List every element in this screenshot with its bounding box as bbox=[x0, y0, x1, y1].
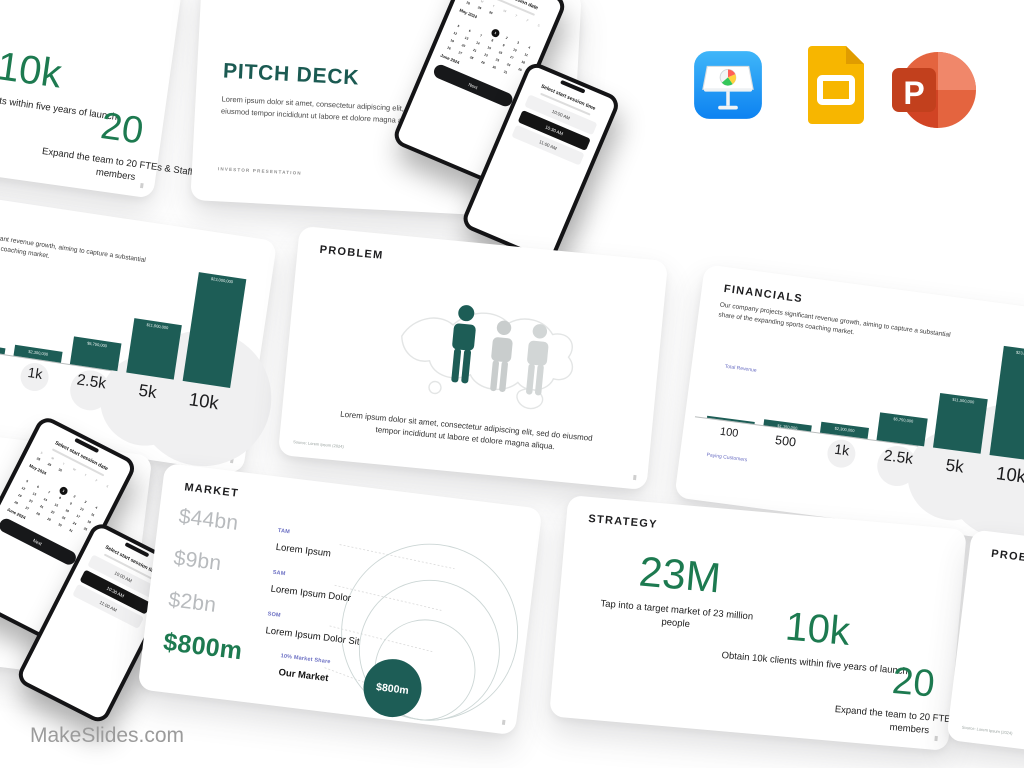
bar-value-label: $5,750,000 bbox=[86, 340, 108, 349]
revenue-bar-100 bbox=[706, 415, 755, 425]
source-note: Source: Lorem Ipsum (2024) bbox=[292, 439, 345, 450]
revenue-bar-500: $1,150,000 bbox=[0, 341, 6, 355]
cover-title: PITCH DECK bbox=[222, 59, 360, 90]
slide-financials[interactable]: FINANCIALS Our company projects signific… bbox=[674, 264, 1024, 549]
bar-value-label: $2,300,000 bbox=[834, 425, 855, 434]
slide-strategy[interactable]: STRATEGY 23M Tap into a target market of… bbox=[549, 494, 987, 752]
bar-value-label: $1,150,000 bbox=[777, 423, 798, 431]
bar-value-label: $23,000,000 bbox=[1015, 349, 1024, 358]
stat-value: 23M bbox=[637, 547, 723, 602]
svg-text:P: P bbox=[903, 75, 924, 111]
revenue-bar-chart: Total Revenue Paying Customers 100 $1,150… bbox=[685, 305, 1024, 549]
person-icon-highlighted bbox=[451, 305, 476, 384]
person-icon-gray bbox=[490, 320, 513, 392]
bar-value-label: $5,750,000 bbox=[893, 416, 914, 424]
bar-value-label: $23,000,000 bbox=[210, 276, 234, 285]
x-tick-1k: 1k bbox=[26, 364, 44, 383]
slide-problem[interactable]: PROBLEM Lorem ipsum dolor sit amet, cons… bbox=[277, 225, 669, 491]
page-number-mark bbox=[934, 735, 938, 742]
revenue-bar-10k: $23,000,000 bbox=[989, 345, 1024, 462]
people-icons bbox=[451, 305, 549, 396]
keynote-icon[interactable] bbox=[693, 50, 763, 125]
market-tag: 10% Market Share bbox=[280, 653, 331, 666]
x-axis-label: Paying Customers bbox=[706, 452, 748, 464]
brand-wordmark: MakeSlides.com bbox=[30, 724, 185, 747]
source-note: Source: Lorem Ipsum (2024) bbox=[961, 724, 1013, 736]
cover-footer: INVESTOR PRESENTATION bbox=[217, 166, 302, 176]
bubble-label: $800m bbox=[375, 681, 409, 697]
page-number-mark bbox=[139, 182, 144, 189]
x-tick-500: 500 bbox=[774, 432, 797, 450]
slide-title-cover[interactable]: PITCH DECK Lorem ipsum dolor sit amet, c… bbox=[190, 0, 622, 265]
tam-sam-som-rings: $800m bbox=[324, 543, 519, 721]
bar-value-label: $11,500,000 bbox=[952, 396, 975, 405]
bar-value-label: $11,500,000 bbox=[146, 321, 169, 331]
market-value: $2bn bbox=[167, 588, 218, 617]
market-tag: TAM bbox=[277, 527, 291, 536]
y-axis-label: Total Revenue bbox=[724, 363, 757, 374]
slide-title: PROBLEM bbox=[990, 547, 1024, 568]
revenue-bar-5k: $11,500,000 bbox=[126, 318, 182, 380]
market-tag: SAM bbox=[272, 569, 286, 578]
slide-title: PROBLEM bbox=[319, 243, 385, 262]
market-tag: SOM bbox=[267, 611, 282, 619]
slide-strategy-cropped[interactable]: STRATEGY 23M Tap into a target market of… bbox=[0, 0, 193, 199]
market-value: $9bn bbox=[172, 546, 223, 576]
revenue-bar-5k: $11,500,000 bbox=[932, 393, 988, 454]
page-number-mark bbox=[501, 719, 506, 726]
slide-market[interactable]: MARKET $800m $44bn TAM Lorem Ipsum $9bn … bbox=[137, 462, 543, 736]
person-icon-gray bbox=[526, 324, 549, 396]
google-slides-icon[interactable] bbox=[808, 46, 864, 129]
bar-value-label: $1,150,000 bbox=[0, 343, 5, 355]
strategy-stat: 20 Expand the team to 20 FTEs & Staff me… bbox=[21, 95, 220, 195]
x-tick-100: 100 bbox=[719, 425, 740, 440]
x-tick-500: 500 bbox=[0, 353, 4, 374]
revenue-bar-500: $1,150,000 bbox=[763, 419, 812, 432]
stat-value: 10k bbox=[0, 44, 65, 97]
x-tick-1k: 1k bbox=[833, 440, 851, 459]
our-market-bubble bbox=[363, 659, 422, 718]
bar-value-label bbox=[707, 418, 755, 424]
slide-title: STRATEGY bbox=[587, 512, 659, 531]
powerpoint-icon[interactable]: P bbox=[890, 48, 978, 137]
page-number-mark bbox=[633, 474, 637, 481]
